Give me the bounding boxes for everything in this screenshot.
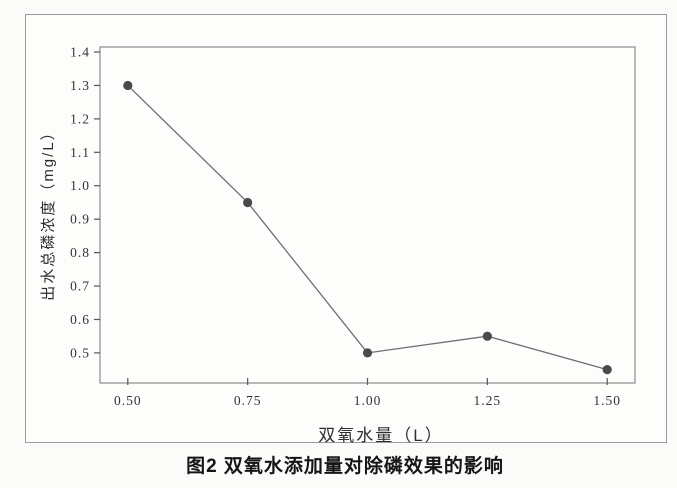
y-tick-label: 0.5: [70, 345, 90, 360]
x-tick-label: 0.50: [114, 393, 142, 408]
x-tick-label: 0.75: [234, 393, 262, 408]
y-tick-label: 1.3: [70, 78, 90, 93]
y-tick-label: 0.7: [70, 279, 90, 294]
y-tick-label: 1.0: [70, 178, 90, 193]
x-axis-title: 双氧水量（L）: [318, 426, 444, 445]
x-tick-label: 1.25: [474, 393, 502, 408]
figure-frame: 0.5 0.6 0.7 0.8 0.9 1.0 1.1 1.2 1.3 1.4 0.50 0.75 1.…: [25, 14, 667, 445]
data-point: [243, 197, 253, 208]
y-tick-label: 0.8: [70, 245, 90, 260]
y-tick-label: 1.1: [70, 145, 90, 160]
figure-caption: 图2 双氧水添加量对除磷效果的影响: [186, 456, 504, 477]
y-tick-label: 1.2: [70, 111, 90, 126]
x-tick-label: 1.00: [354, 393, 382, 408]
y-axis-title: 出水总磷浓度（mg/L）: [40, 123, 57, 301]
y-tick-label: 0.9: [70, 212, 90, 227]
y-tick-label: 0.6: [70, 312, 90, 327]
y-tick-label: 1.4: [70, 45, 90, 60]
x-tick-label: 1.50: [593, 393, 621, 408]
data-point: [482, 331, 492, 341]
data-line: [127, 84, 608, 371]
line-chart: 0.5 0.6 0.7 0.8 0.9 1.0 1.1 1.2 1.3 1.4 0.50 0.75 1.…: [70, 45, 636, 408]
data-point: [602, 365, 612, 375]
data-point: [123, 80, 133, 91]
plot-area-border: [99, 46, 636, 384]
data-point: [362, 348, 373, 358]
